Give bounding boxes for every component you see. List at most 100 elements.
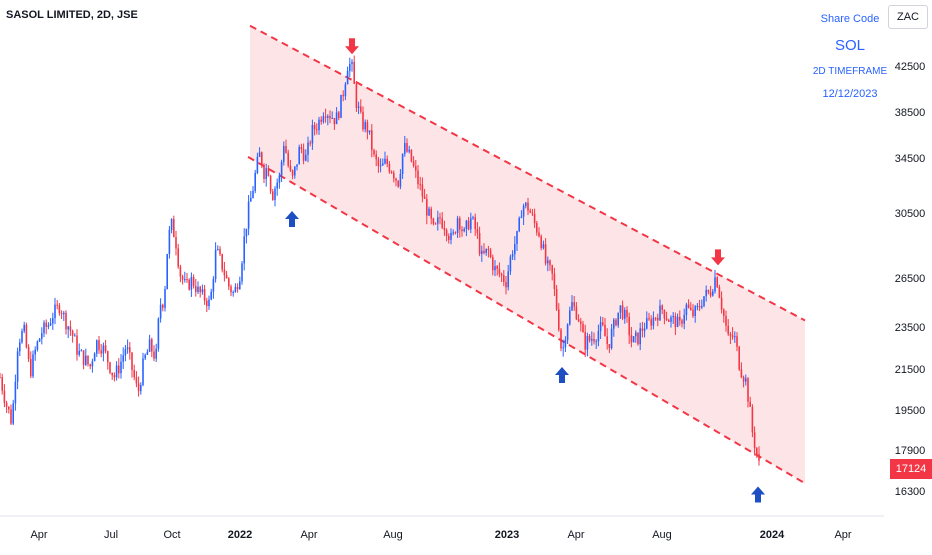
candle <box>5 400 8 413</box>
candle <box>562 339 564 357</box>
candle <box>118 358 120 379</box>
candle <box>34 346 36 361</box>
candle <box>648 312 650 321</box>
x-tick-label: Jul <box>104 529 118 541</box>
candle <box>445 228 448 242</box>
candle <box>212 276 215 299</box>
candle <box>571 295 573 311</box>
candle <box>32 350 34 379</box>
candle <box>573 295 575 311</box>
channel-upper-line[interactable] <box>249 24 806 322</box>
info-date: 12/12/2023 <box>822 88 878 100</box>
candle <box>492 254 494 276</box>
candle <box>709 285 712 298</box>
candle <box>360 99 362 114</box>
candle <box>646 311 648 330</box>
candle <box>131 352 133 378</box>
candle <box>78 343 80 357</box>
candle <box>745 374 747 386</box>
candle <box>338 110 340 121</box>
x-tick-label: Apr <box>30 529 47 541</box>
candle <box>195 279 197 297</box>
candle <box>294 166 296 179</box>
candle <box>179 264 182 283</box>
candle <box>415 159 417 178</box>
candle <box>276 178 278 196</box>
candle <box>234 283 237 293</box>
candle <box>58 302 61 316</box>
candle <box>142 352 144 387</box>
candle <box>410 149 413 163</box>
candle <box>269 174 272 195</box>
candle <box>494 259 496 277</box>
candle <box>375 150 377 167</box>
candle <box>327 114 329 126</box>
candle <box>683 308 685 330</box>
candle <box>133 364 135 381</box>
x-tick-label: Apr <box>834 529 851 541</box>
candle <box>364 119 366 133</box>
candle <box>0 372 1 379</box>
candle <box>355 81 358 112</box>
candle <box>399 169 402 190</box>
candle <box>533 208 536 228</box>
candle <box>538 227 540 238</box>
candle <box>126 339 129 354</box>
candle <box>753 426 756 456</box>
candle <box>192 274 195 289</box>
candle <box>520 210 523 219</box>
candle <box>716 276 718 289</box>
candle <box>390 170 393 174</box>
candle <box>102 342 105 362</box>
candle <box>146 349 149 355</box>
candle <box>272 188 274 201</box>
candle <box>335 107 338 125</box>
candle <box>96 339 98 357</box>
candle <box>597 324 600 347</box>
candle <box>76 329 78 361</box>
candle <box>236 283 239 293</box>
candle <box>283 141 285 166</box>
candle <box>558 303 560 332</box>
candle <box>333 117 336 130</box>
candle <box>329 110 331 124</box>
candle <box>720 291 723 314</box>
candle <box>509 254 512 275</box>
candle <box>177 243 179 269</box>
candle <box>432 217 435 226</box>
candle <box>610 323 613 350</box>
candle <box>186 272 188 284</box>
candle <box>263 163 265 183</box>
chart-title: SASOL LIMITED, 2D, JSE <box>6 9 138 21</box>
candle <box>111 372 113 380</box>
candle <box>43 320 45 338</box>
candle <box>619 305 622 320</box>
candle <box>588 333 591 343</box>
candle <box>531 208 534 216</box>
currency-button[interactable]: ZAC <box>888 5 928 29</box>
timeframe-label: 2D TIMEFRAME <box>812 66 888 77</box>
candle <box>129 341 131 360</box>
candle <box>518 216 520 233</box>
candle <box>168 225 171 259</box>
candle <box>239 276 241 290</box>
candle <box>650 315 652 331</box>
candle <box>49 318 52 327</box>
candle <box>45 319 47 335</box>
candle <box>437 210 439 231</box>
candle <box>496 265 498 276</box>
candle <box>417 165 419 189</box>
candle <box>476 222 479 239</box>
candle <box>516 230 518 252</box>
candle <box>245 228 248 244</box>
candle <box>723 308 725 323</box>
candle <box>742 375 745 388</box>
candle <box>613 318 615 337</box>
candle <box>630 326 633 348</box>
candle <box>461 225 463 237</box>
candle <box>252 185 254 199</box>
candle <box>553 267 556 297</box>
candle <box>584 324 586 358</box>
candle <box>421 177 424 203</box>
